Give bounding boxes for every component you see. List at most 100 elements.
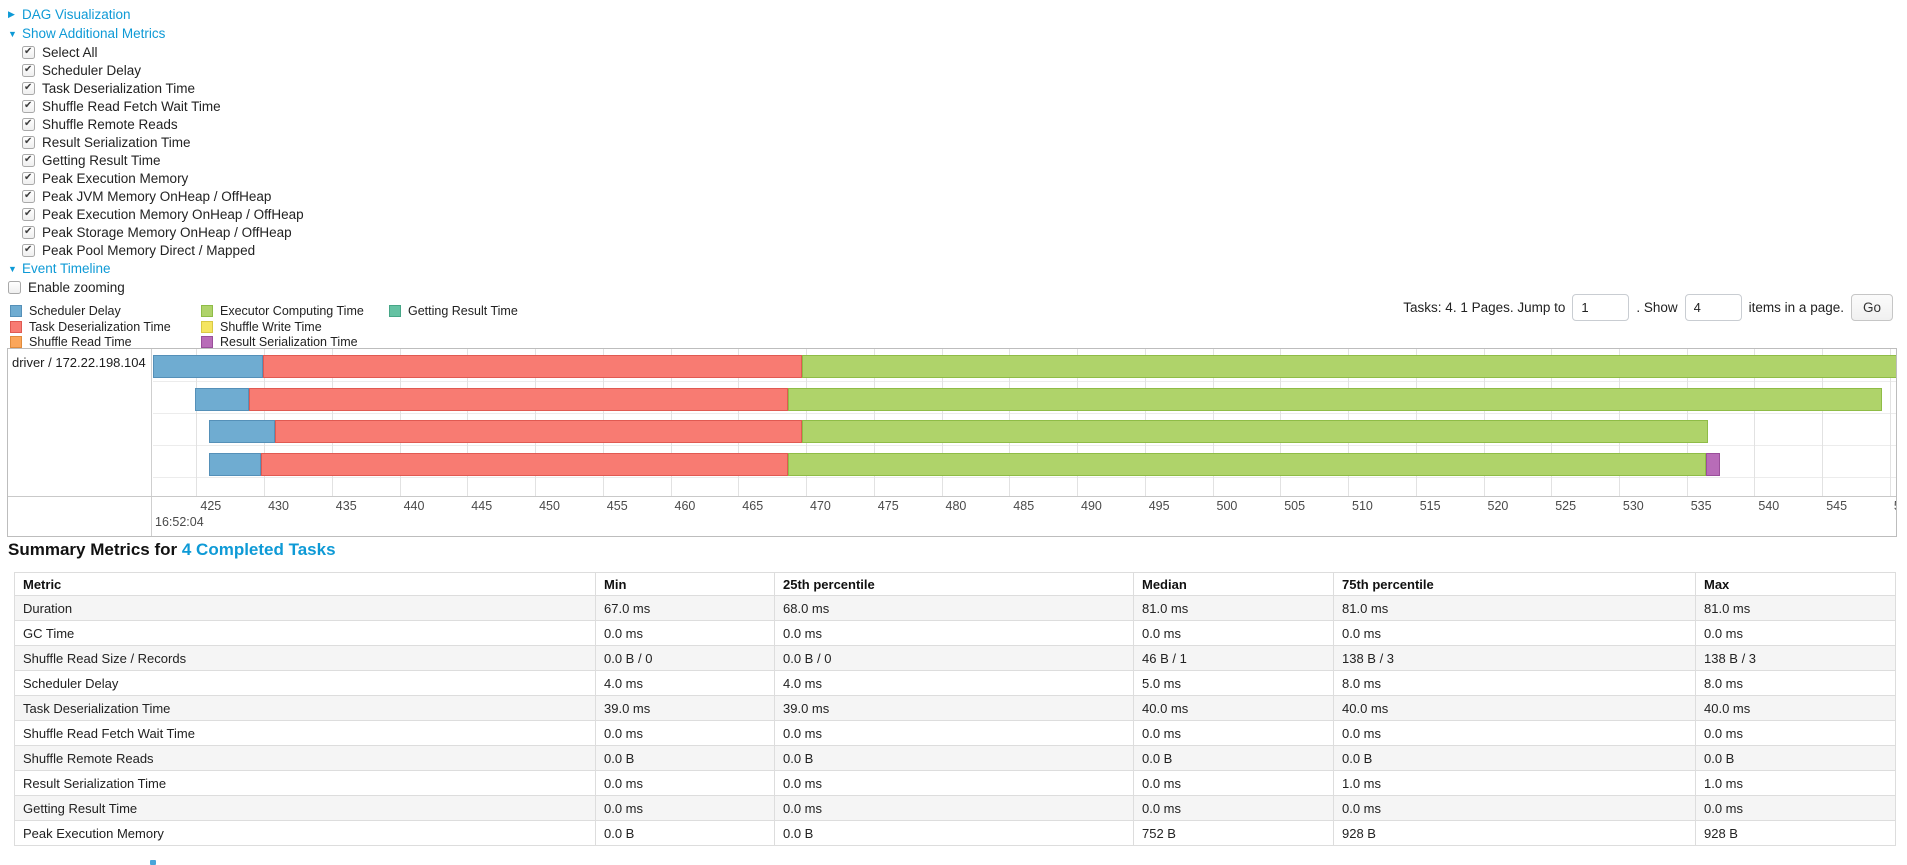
metric-checkbox-item[interactable]: Peak Execution Memory — [8, 169, 304, 187]
task-bar-executor-computing[interactable] — [788, 388, 1882, 411]
checkbox-label: Scheduler Delay — [42, 62, 142, 78]
event-timeline-toggle[interactable]: ▼ Event Timeline — [8, 259, 304, 278]
checkbox-icon[interactable] — [22, 171, 35, 185]
legend-item-task-deserialization: Task Deserialization Time — [10, 319, 171, 335]
items-per-page-input[interactable] — [1684, 293, 1742, 321]
task-bar-scheduler-delay[interactable] — [153, 355, 263, 378]
metric-checkbox-item[interactable]: Peak Storage Memory OnHeap / OffHeap — [8, 223, 304, 241]
metric-value-cell: 0.0 B — [774, 820, 1134, 846]
dag-visualization-toggle[interactable]: ▶ DAG Visualization — [8, 5, 304, 24]
axis-gridline — [1754, 349, 1756, 496]
metric-checkbox-item[interactable]: Shuffle Remote Reads — [8, 115, 304, 133]
stage-detail-toggles: ▶ DAG Visualization ▼ Show Additional Me… — [8, 5, 304, 296]
metric-value-cell: 0.0 B — [595, 820, 775, 846]
task-bar-scheduler-delay[interactable] — [195, 388, 250, 411]
axis-tick-label: 530 — [1622, 499, 1644, 513]
axis-tick-label: 435 — [335, 499, 357, 513]
metric-checkbox-item[interactable]: Scheduler Delay — [8, 61, 304, 79]
checkbox-icon[interactable] — [22, 99, 35, 113]
metric-value-cell: 81.0 ms — [1133, 595, 1334, 621]
metric-checkbox-item[interactable]: Shuffle Read Fetch Wait Time — [8, 97, 304, 115]
jump-to-page-input[interactable] — [1572, 293, 1630, 321]
metric-checkbox-item[interactable]: Peak Execution Memory OnHeap / OffHeap — [8, 205, 304, 223]
checkbox-icon[interactable] — [22, 189, 35, 203]
enable-zooming-checkbox[interactable] — [8, 280, 21, 294]
metric-value-cell: 0.0 ms — [1133, 795, 1334, 821]
task-bar-task-deserialization[interactable] — [249, 388, 789, 411]
checkbox-icon[interactable] — [22, 225, 35, 239]
show-text: . Show — [1636, 299, 1678, 315]
checkbox-icon[interactable] — [22, 81, 35, 95]
task-bar-task-deserialization[interactable] — [262, 355, 802, 378]
checkbox-icon[interactable] — [22, 135, 35, 149]
checkbox-label: Task Deserialization Time — [42, 80, 196, 96]
task-bar-executor-computing[interactable] — [802, 420, 1709, 443]
clipped-next-section — [150, 860, 156, 865]
metric-value-cell: 8.0 ms — [1333, 670, 1696, 696]
event-timeline-link[interactable]: Event Timeline — [22, 261, 111, 276]
legend-label: Getting Result Time — [408, 303, 518, 318]
table-row: Scheduler Delay 4.0 ms 4.0 ms 5.0 ms 8.0 ms 8… — [14, 670, 1896, 696]
column-header: Median — [1133, 572, 1334, 596]
metric-value-cell: 0.0 B — [774, 745, 1134, 771]
checkbox-icon[interactable] — [22, 207, 35, 221]
metric-checkbox-item[interactable]: Peak JVM Memory OnHeap / OffHeap — [8, 187, 304, 205]
metric-name-cell: Result Serialization Time — [14, 770, 596, 796]
axis-tick-label: 455 — [606, 499, 628, 513]
column-header: 25th percentile — [774, 572, 1134, 596]
summary-title-prefix: Summary Metrics for — [8, 540, 178, 559]
timeline-plot-area: 16:52:04 425 430 435 440 445 450 455 460 465 470 4… — [153, 349, 1896, 536]
checkbox-icon[interactable] — [22, 243, 35, 257]
metric-checkbox-item[interactable]: Select All — [8, 43, 304, 61]
axis-tick-label: 445 — [471, 499, 493, 513]
axis-tick-label: 485 — [1013, 499, 1035, 513]
checkbox-label: Peak Storage Memory OnHeap / OffHeap — [42, 224, 292, 240]
task-bar-task-deserialization[interactable] — [274, 420, 802, 443]
metric-checkbox-item[interactable]: Result Serialization Time — [8, 133, 304, 151]
chevron-down-icon: ▼ — [8, 263, 17, 274]
checkbox-icon[interactable] — [22, 153, 35, 167]
metric-checkbox-item[interactable]: Peak Pool Memory Direct / Mapped — [8, 241, 304, 259]
checkbox-icon[interactable] — [22, 117, 35, 131]
enable-zooming-label: Enable zooming — [28, 279, 125, 295]
getting-result-swatch-icon — [389, 304, 401, 317]
shuffle-read-swatch-icon — [10, 336, 22, 349]
enable-zooming-option[interactable]: Enable zooming — [8, 278, 304, 296]
metric-checkbox-item[interactable]: Task Deserialization Time — [8, 79, 304, 97]
summary-metrics-table: Metric Min 25th percentile Median 75th perce… — [14, 572, 1896, 846]
table-row: Shuffle Read Size / Records 0.0 B / 0 0.0 … — [14, 645, 1896, 671]
executor-group-label: driver / 172.22.198.104 — [12, 355, 146, 370]
row-separator-line — [153, 477, 1896, 478]
go-button[interactable]: Go — [1850, 293, 1893, 321]
checkbox-label: Peak JVM Memory OnHeap / OffHeap — [42, 188, 272, 204]
legend-label: Shuffle Write Time — [220, 319, 322, 334]
completed-tasks-link[interactable]: 4 Completed Tasks — [181, 540, 336, 559]
checkbox-label: Peak Pool Memory Direct / Mapped — [42, 242, 256, 258]
task-bar-scheduler-delay[interactable] — [208, 453, 262, 476]
axis-date-label: 16:52:04 — [155, 515, 204, 529]
task-bar-executor-computing[interactable] — [802, 355, 1896, 378]
task-bar-scheduler-delay[interactable] — [208, 420, 275, 443]
dag-visualization-link[interactable]: DAG Visualization — [22, 7, 131, 22]
task-bar-result-serialization[interactable] — [1705, 453, 1721, 476]
metric-value-cell: 0.0 ms — [595, 620, 775, 646]
checkbox-icon[interactable] — [22, 63, 35, 77]
task-bar-executor-computing[interactable] — [788, 453, 1706, 476]
show-additional-metrics-toggle[interactable]: ▼ Show Additional Metrics — [8, 24, 304, 43]
metric-checkbox-item[interactable]: Getting Result Time — [8, 151, 304, 169]
checkbox-icon[interactable] — [22, 45, 35, 59]
axis-line — [8, 496, 1896, 497]
task-deserialization-swatch-icon — [10, 320, 22, 333]
metric-value-cell: 0.0 ms — [595, 770, 775, 796]
metric-value-cell: 752 B — [1133, 820, 1334, 846]
column-header: Max — [1695, 572, 1896, 596]
legend-item-executor-computing: Executor Computing Time — [201, 303, 364, 319]
axis-tick-label: 475 — [877, 499, 899, 513]
row-separator-line — [153, 445, 1896, 446]
task-bar-task-deserialization[interactable] — [261, 453, 789, 476]
metric-value-cell: 4.0 ms — [595, 670, 775, 696]
metric-value-cell: 81.0 ms — [1333, 595, 1696, 621]
metric-value-cell: 0.0 ms — [774, 620, 1134, 646]
metric-name-cell: Shuffle Read Fetch Wait Time — [14, 720, 596, 746]
show-additional-metrics-link[interactable]: Show Additional Metrics — [22, 26, 166, 41]
